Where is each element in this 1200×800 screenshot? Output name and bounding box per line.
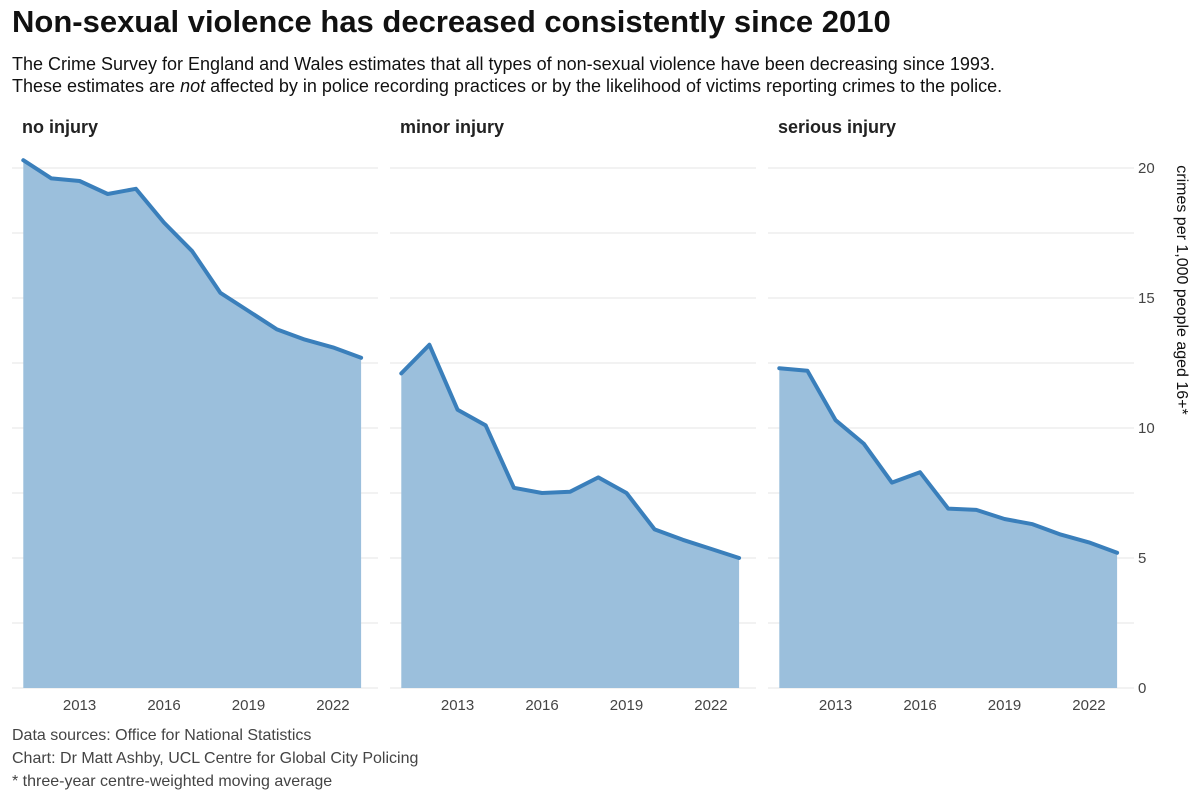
x-tick-label: 2019 (988, 697, 1021, 714)
x-tick-label: 2019 (610, 697, 643, 714)
y-tick-label: 10 (1138, 420, 1155, 437)
chart-title: Non-sexual violence has decreased consis… (12, 4, 891, 39)
series-line (777, 366, 1120, 555)
panel-title: serious injury (778, 117, 896, 137)
facet-minor-injury: minor injury 2013 2016 2019 2022 (390, 117, 756, 714)
x-tick-label: 2013 (441, 697, 474, 714)
y-tick-label: 0 (1138, 680, 1146, 697)
y-tick-label: 5 (1138, 550, 1146, 567)
x-tick-label: 2019 (232, 697, 265, 714)
x-tick-label: 2022 (1072, 697, 1105, 714)
y-tick-label: 20 (1138, 160, 1155, 177)
x-tick-label: 2013 (63, 697, 96, 714)
facet-serious-injury: serious injury 2013 2016 2019 2022 (768, 117, 1134, 714)
x-tick-label: 2013 (819, 697, 852, 714)
caption-note: * three-year centre-weighted moving aver… (12, 773, 333, 790)
chart-caption: Data sources: Office for National Statis… (12, 724, 418, 793)
subtitle-line-2-start: These estimates are (12, 76, 181, 96)
y-axis-label: crimes per 1,000 people aged 16+* (1173, 165, 1190, 415)
subtitle-line-1: The Crime Survey for England and Wales e… (12, 54, 995, 74)
x-tick-label: 2016 (525, 697, 558, 714)
x-tick-label: 2016 (903, 697, 936, 714)
x-tick-label: 2016 (147, 697, 180, 714)
chart-subtitle: The Crime Survey for England and Wales e… (12, 53, 1192, 97)
subtitle-line-2-end: affected by in police recording practice… (205, 76, 1003, 96)
series-line (399, 342, 742, 560)
area-fill (23, 160, 362, 688)
y-tick-label: 15 (1138, 290, 1155, 307)
x-tick-label: 2022 (316, 697, 349, 714)
panel-title: no injury (22, 117, 98, 137)
panel-title: minor injury (400, 117, 504, 137)
area-fill (401, 344, 740, 688)
subtitle-emphasis: not (180, 76, 206, 96)
series-line (21, 158, 364, 360)
facet-no-injury: no injury 2013 2016 2019 2022 (12, 117, 378, 714)
caption-sources: Data sources: Office for National Statis… (12, 727, 312, 744)
subtitle-line-2: These estimates are not affected by in p… (12, 75, 1192, 97)
area-fill (779, 368, 1118, 688)
caption-author: Chart: Dr Matt Ashby, UCL Centre for Glo… (12, 750, 419, 767)
x-tick-label: 2022 (694, 697, 727, 714)
